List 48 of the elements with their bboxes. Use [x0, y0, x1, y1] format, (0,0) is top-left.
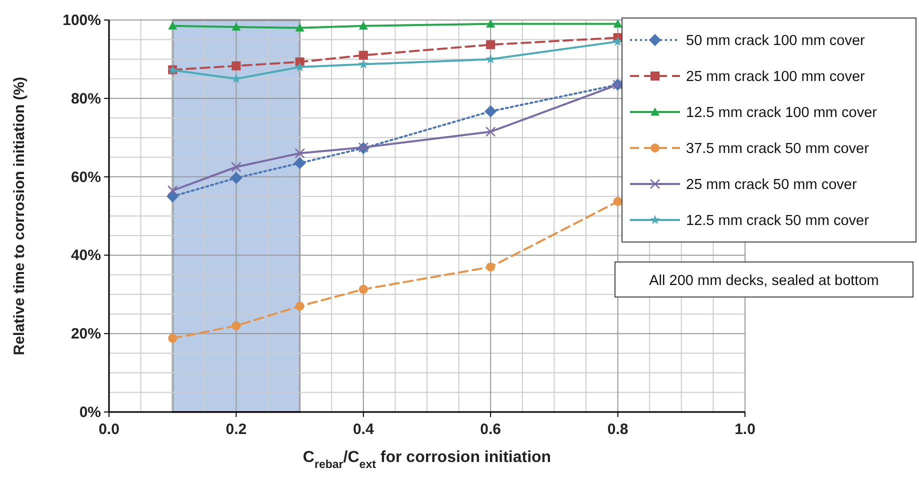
y-tick-label: 0%	[79, 404, 101, 421]
legend-label: 12.5 mm crack 50 mm cover	[686, 213, 870, 229]
point	[232, 61, 241, 70]
y-tick-label: 20%	[70, 326, 101, 343]
point	[486, 54, 496, 64]
point	[613, 196, 622, 206]
x-tick-label: 0.4	[352, 421, 374, 438]
point	[232, 321, 241, 330]
point	[484, 105, 497, 118]
y-tick-label: 40%	[70, 247, 101, 264]
point	[294, 62, 305, 72]
point	[232, 22, 241, 31]
point	[358, 59, 368, 68]
y-tick-label: 100%	[62, 12, 101, 29]
point	[295, 23, 304, 32]
point	[231, 162, 242, 172]
x-tick-label: 0.6	[480, 421, 502, 438]
legend-label: 25 mm crack 50 mm cover	[686, 177, 857, 193]
x-axis-title: C$_{rebar}$/C$_{ext}$ for corrosion initiation	[302, 449, 552, 471]
y-tick-label: 60%	[70, 168, 101, 186]
legend-label: 50 mm crack 100 mm cover	[686, 33, 866, 49]
point	[358, 50, 368, 60]
point	[486, 19, 496, 28]
point	[230, 172, 242, 184]
point	[486, 262, 496, 272]
legend-label: 12.5 mm crack 100 mm cover	[686, 105, 878, 121]
x-tick-label: 1.0	[734, 421, 756, 438]
y-axis-title: Relative time to corrosion initiation (%)	[11, 76, 28, 356]
point	[168, 21, 178, 30]
point	[486, 40, 496, 50]
x-tick-label: 0.2	[226, 421, 247, 438]
point	[294, 148, 305, 158]
point	[358, 284, 368, 294]
point	[358, 21, 368, 30]
y-tick-label: 80%	[70, 90, 101, 108]
point	[231, 74, 242, 83]
x-tick-label: 0.8	[607, 421, 628, 438]
point	[613, 19, 622, 28]
point	[485, 126, 496, 137]
legend-label: 37.5 mm crack 50 mm cover	[686, 141, 870, 157]
point	[295, 302, 304, 311]
annotation: All 200 mm decks, sealed at bottom	[649, 273, 879, 289]
point	[168, 334, 178, 343]
point	[167, 185, 178, 196]
legend-label: 25 mm crack 100 mm cover	[686, 69, 866, 85]
point	[612, 36, 623, 46]
x-tick-label: 0.0	[98, 421, 120, 438]
point	[294, 157, 306, 170]
